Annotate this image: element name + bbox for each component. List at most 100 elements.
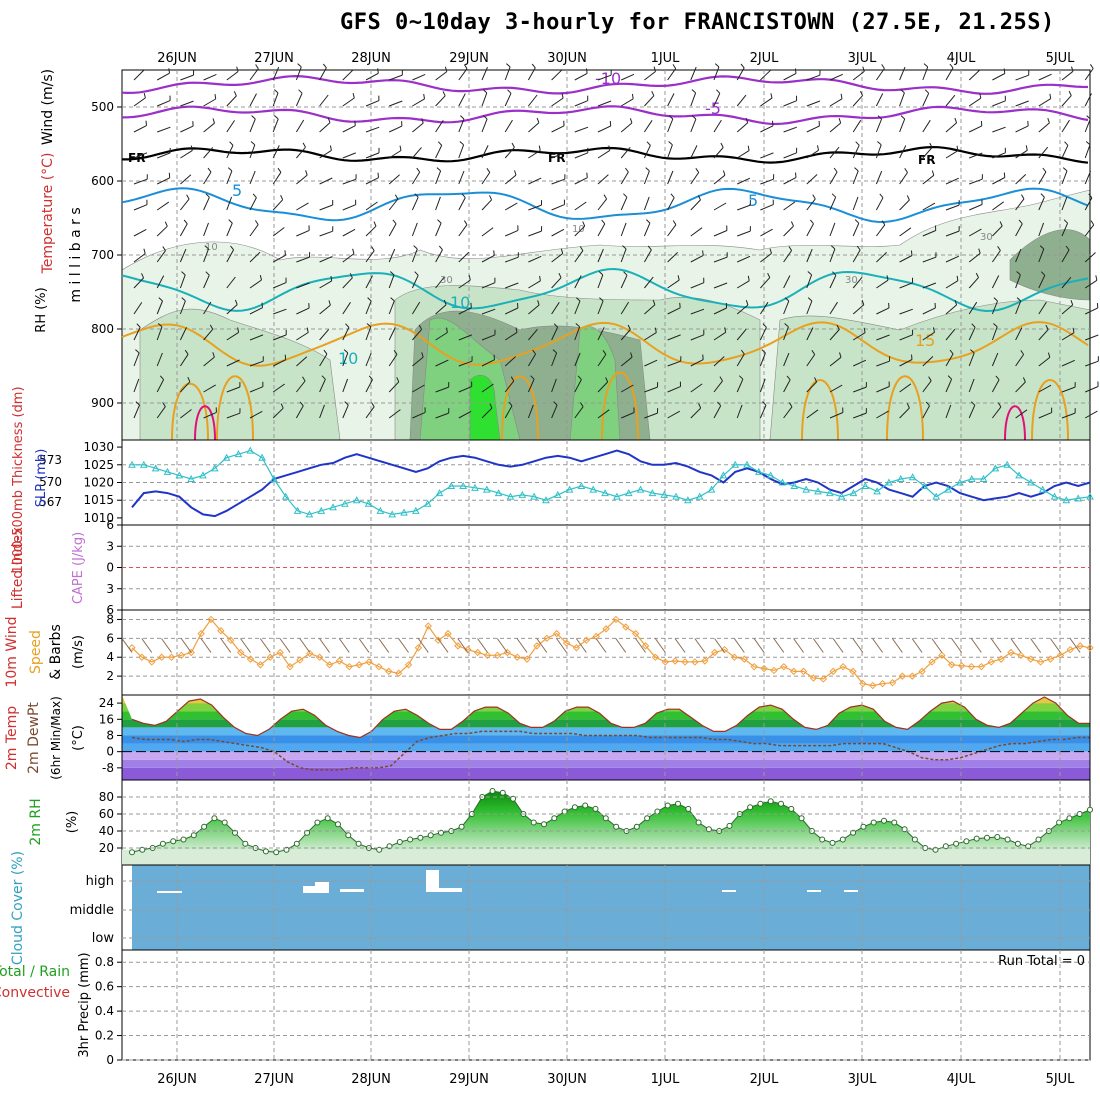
wind-barb xyxy=(551,404,558,419)
wind-barb xyxy=(992,100,1006,107)
wind-barb-10m xyxy=(911,638,923,653)
wind-barb-feather xyxy=(970,401,976,406)
wind-speed-point xyxy=(355,661,363,669)
wind-barb-feather xyxy=(1085,141,1091,146)
wind-barb xyxy=(876,224,886,237)
cloud-gap xyxy=(340,889,364,892)
wind-barb xyxy=(945,150,959,159)
thickness-point xyxy=(743,460,751,468)
wind-barb xyxy=(945,304,957,315)
temp-tick-label: -8 xyxy=(102,761,114,775)
wind-barb-feather xyxy=(740,349,745,355)
rh-point xyxy=(129,849,135,856)
wind-barb xyxy=(829,412,844,419)
wind-tick-label: 2 xyxy=(106,669,114,683)
wind-barb xyxy=(829,196,837,211)
wind-speed-point xyxy=(829,667,837,676)
ylabel-2m-dewpt: 2m DewPt xyxy=(26,702,42,774)
wind-barb xyxy=(690,359,704,367)
wind-barb xyxy=(667,307,681,315)
wind-barb xyxy=(759,404,767,419)
wind-barb xyxy=(481,66,488,81)
wind-barb-feather xyxy=(747,275,750,281)
wind-barb xyxy=(504,331,518,341)
wind-barb-10m xyxy=(378,638,390,653)
wind-barb-feather xyxy=(214,94,217,100)
wind-barb xyxy=(388,354,398,367)
wind-barb xyxy=(1038,248,1045,263)
wind-barb xyxy=(690,66,697,81)
wind-barb xyxy=(296,307,310,315)
wind-barb xyxy=(1038,98,1051,107)
wind-barb xyxy=(922,147,933,159)
wind-barb-feather xyxy=(438,245,443,251)
thickness-point xyxy=(1086,492,1094,500)
wind-barb-feather xyxy=(670,193,675,198)
wind-barb xyxy=(412,384,425,393)
wind-barb xyxy=(853,386,867,393)
wind-barb-feather xyxy=(162,402,166,407)
wind-barb xyxy=(991,326,998,341)
isotherm-label: -5 xyxy=(705,99,721,118)
wind-barb xyxy=(551,178,565,185)
wind-barb xyxy=(203,197,210,211)
wind-barb-feather xyxy=(1042,167,1047,173)
wind-barb-feather xyxy=(720,142,724,148)
rh-point xyxy=(654,808,661,815)
thickness-point xyxy=(944,485,952,493)
wind-barb xyxy=(969,204,983,211)
ylabel-precip: 3hr Precip (mm) xyxy=(77,952,92,1057)
wind-barb xyxy=(458,307,472,315)
wind-barb xyxy=(180,150,193,159)
wind-barb xyxy=(458,118,465,133)
ylabel-2m-temp: 2m Temp xyxy=(4,706,20,770)
wind-barb xyxy=(992,406,1002,419)
thickness-point xyxy=(459,481,468,490)
temp-band xyxy=(122,751,1090,760)
temp-band xyxy=(122,735,1090,744)
wind-barb-feather xyxy=(352,92,355,99)
run-total-label: Run Total = 0 xyxy=(998,954,1085,969)
temp-line xyxy=(131,696,1090,739)
rh-tick-label: 20 xyxy=(99,841,114,855)
wind-barb-feather xyxy=(1089,64,1094,69)
wind-barb xyxy=(620,248,627,263)
wind-barb xyxy=(991,379,1000,393)
wind-barb xyxy=(1038,73,1052,81)
rh-tick-label: 80 xyxy=(99,790,114,804)
wind-barb xyxy=(273,282,287,289)
wind-barb-feather xyxy=(698,403,702,409)
wind-barb xyxy=(365,326,372,341)
wind-barb-feather xyxy=(393,350,398,355)
wind-barb xyxy=(667,251,679,263)
wind-barb xyxy=(481,199,492,211)
wind-barb-feather xyxy=(255,64,259,69)
wind-barb xyxy=(899,66,906,81)
wind-barb xyxy=(992,152,1006,159)
wind-barb-feather xyxy=(993,297,998,302)
wind-barb xyxy=(203,411,217,419)
wind-barb xyxy=(319,353,328,367)
wind-barb xyxy=(156,250,166,263)
wind-barb-feather xyxy=(284,354,287,360)
rh-shading xyxy=(469,375,501,441)
wind-barb-feather xyxy=(483,115,488,120)
wind-barb xyxy=(249,68,259,81)
wind-barb xyxy=(992,225,1003,237)
wind-barb xyxy=(783,275,791,289)
wind-barb-feather xyxy=(839,352,842,358)
rh-tick-label: 60 xyxy=(99,807,114,821)
wind-speed-point xyxy=(898,672,907,680)
rh-point xyxy=(561,808,568,815)
temp-band xyxy=(122,719,1090,728)
wind-barb-feather xyxy=(900,89,905,94)
thickness-line xyxy=(132,449,1091,516)
rh-point xyxy=(757,800,764,807)
wind-barb-feather xyxy=(575,297,581,302)
thickness-point xyxy=(222,453,231,461)
wind-barb xyxy=(783,152,797,159)
wind-speed-point xyxy=(444,629,452,638)
wind-barb-feather xyxy=(1090,220,1095,226)
wind-barb-feather xyxy=(531,63,536,69)
wind-speed-point xyxy=(1036,658,1045,666)
